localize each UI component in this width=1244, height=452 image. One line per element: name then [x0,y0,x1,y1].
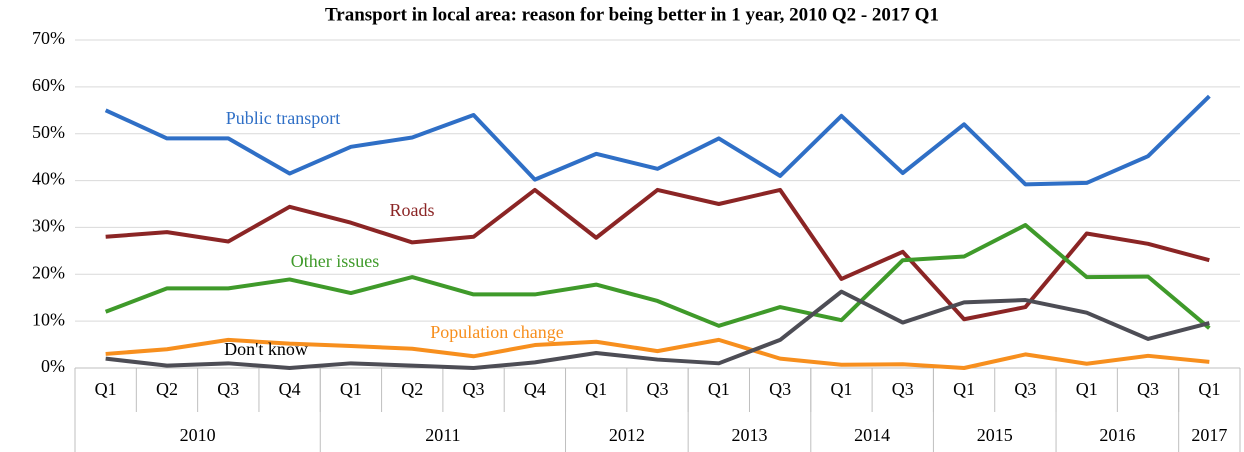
series-label: Don't know [224,339,308,359]
x-tick-label: Q2 [156,379,178,399]
x-tick-label: Q1 [708,379,730,399]
x-tick-label: Q2 [401,379,423,399]
chart-title: Transport in local area: reason for bein… [325,4,939,25]
x-tick-label: Q3 [769,379,791,399]
x-group-label: 2013 [731,425,767,445]
series-line [105,289,1210,370]
y-tick-label: 0% [41,356,65,376]
x-tick-label: Q1 [953,379,975,399]
x-group-label: 2011 [425,425,460,445]
series-line [105,187,1210,322]
series-label: Roads [390,200,435,220]
series-label: Public transport [226,108,341,128]
y-tick-label: 70% [32,28,65,48]
x-group-label: 2016 [1099,425,1135,445]
x-tick-label: Q1 [340,379,362,399]
series-line [104,94,1211,187]
x-tick-label: Q1 [830,379,852,399]
x-tick-label: Q4 [524,379,546,399]
x-group-label: 2014 [854,425,890,445]
y-tick-label: 30% [32,216,65,236]
y-tick-label: 20% [32,262,65,282]
x-tick-label: Q3 [1137,379,1159,399]
x-tick-label: Q3 [1014,379,1036,399]
x-group-label: 2015 [977,425,1013,445]
x-tick-label: Q1 [1076,379,1098,399]
y-tick-label: 60% [32,75,65,95]
x-tick-label: Q3 [892,379,914,399]
x-group-label: 2010 [180,425,216,445]
x-tick-label: Q1 [1198,379,1220,399]
x-tick-label: Q1 [585,379,607,399]
series-label: Population change [430,322,563,342]
y-tick-label: 40% [32,169,65,189]
x-tick-label: Q3 [463,379,485,399]
x-group-label: 2012 [609,425,645,445]
x-group-label: 2017 [1191,425,1227,445]
x-tick-label: Q3 [217,379,239,399]
x-tick-label: Q3 [647,379,669,399]
y-tick-label: 50% [32,122,65,142]
series-label: Other issues [291,251,380,271]
series-line [104,223,1211,330]
y-tick-label: 10% [32,309,65,329]
x-tick-label: Q1 [95,379,117,399]
x-tick-label: Q4 [279,379,301,399]
series-line [105,337,1210,370]
